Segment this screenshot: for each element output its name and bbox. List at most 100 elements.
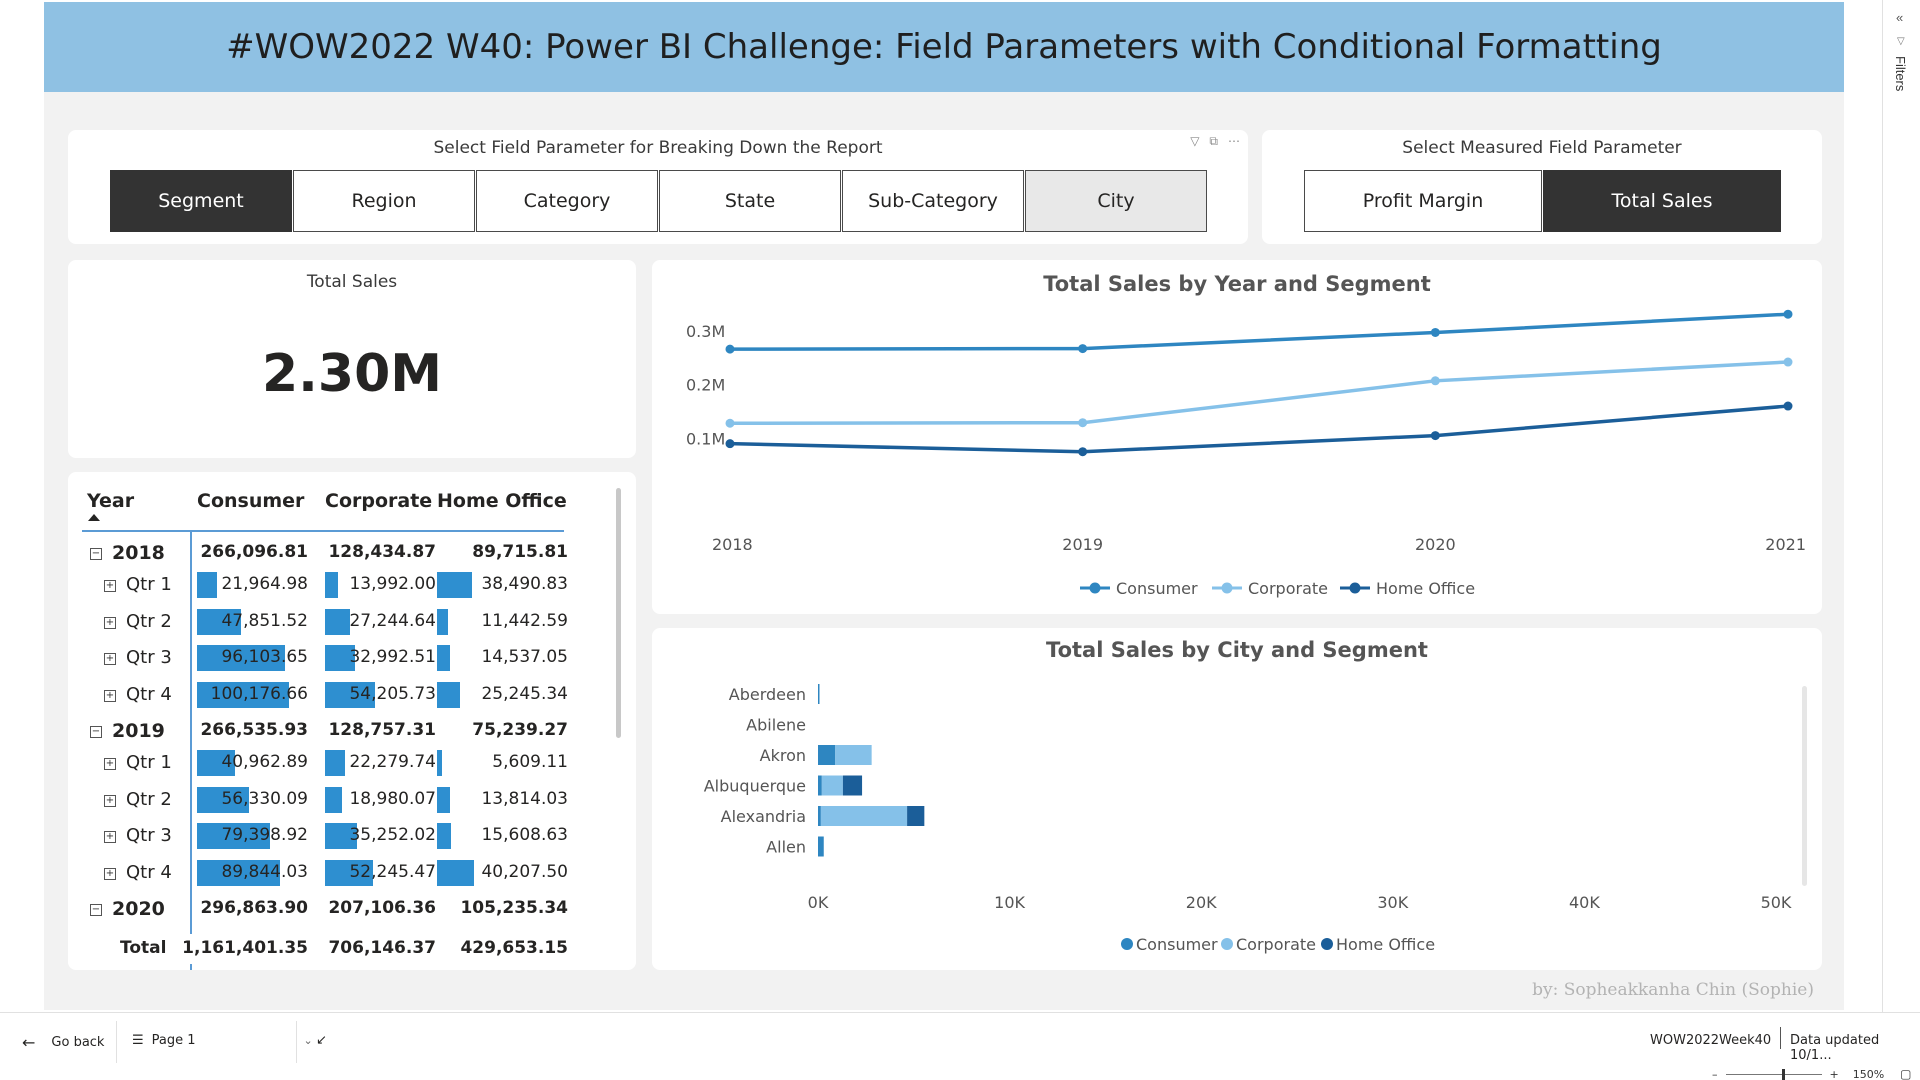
data-point-consumer[interactable] (1430, 327, 1440, 337)
page-selector[interactable]: ☰ Page 1 ⌄ (132, 1033, 313, 1048)
expand-icon[interactable]: + (104, 794, 116, 807)
more-options-icon[interactable]: ⋯ (1228, 134, 1240, 148)
bar-chart-card: Total Sales by City and Segment Aberdeen… (652, 628, 1822, 970)
data-bar (325, 859, 373, 886)
bar-segment-corporate[interactable] (821, 775, 843, 796)
go-back-button[interactable]: ← Go back (22, 1033, 104, 1052)
expand-icon[interactable]: + (104, 616, 116, 629)
matrix-header-consumer[interactable]: Consumer (197, 490, 305, 512)
expand-icon[interactable]: + (104, 689, 116, 702)
matrix-value: 207,106.36 (328, 898, 436, 918)
matrix-header-home-office[interactable]: Home Office (437, 490, 567, 512)
bar-segment-consumer[interactable] (818, 775, 822, 796)
data-point-home-office[interactable] (1078, 447, 1088, 457)
data-point-corporate[interactable] (1430, 376, 1440, 386)
bar-segment-consumer[interactable] (818, 836, 824, 857)
legend-label[interactable]: Consumer (1116, 579, 1198, 598)
bar-segment-home-office[interactable] (842, 775, 863, 796)
matrix-year-row: −2020 296,863.90 207,106.36 105,235.34 (68, 894, 636, 924)
zoom-out-button[interactable]: – (1712, 1067, 1718, 1080)
matrix-header-year[interactable]: Year (87, 490, 135, 512)
focus-mode-icon[interactable]: ⧉ (1209, 134, 1218, 148)
legend-label[interactable]: Corporate (1248, 579, 1328, 598)
slicer-option-sub-category[interactable]: Sub-Category (842, 170, 1024, 232)
data-point-consumer[interactable] (1078, 344, 1088, 354)
slicer-option-profit-margin[interactable]: Profit Margin (1304, 170, 1542, 232)
filters-pane[interactable]: « ▽ Filters (1882, 0, 1920, 1012)
expand-icon[interactable]: + (104, 758, 116, 770)
bar-segment-corporate[interactable] (835, 745, 872, 765)
data-point-corporate[interactable] (1783, 357, 1793, 367)
bar-chart: Aberdeen Abilene Akron Albuquerque Alexandri… (704, 684, 1792, 954)
fit-to-screen-icon[interactable]: ▢ (1900, 1067, 1912, 1080)
series-line-consumer[interactable] (729, 312, 1789, 351)
legend-label[interactable]: Consumer (1136, 935, 1218, 954)
matrix-value: 38,490.83 (481, 574, 568, 594)
breakdown-slicer-card: Select Field Parameter for Breaking Down… (68, 130, 1248, 244)
series-line-corporate[interactable] (729, 360, 1789, 425)
category-label: Alexandria (721, 807, 806, 826)
bar-segment-consumer[interactable] (818, 806, 821, 826)
collapse-icon[interactable]: − (90, 726, 102, 738)
expand-icon[interactable]: + (104, 580, 116, 592)
zoom-in-button[interactable]: + (1829, 1067, 1839, 1080)
slicer-option-total-sales[interactable]: Total Sales (1543, 170, 1781, 232)
slicer-option-category[interactable]: Category (476, 170, 658, 232)
series-line-home-office[interactable] (729, 404, 1789, 454)
matrix-total-value: 429,653.15 (460, 938, 568, 958)
filters-label[interactable]: Filters (1893, 56, 1908, 92)
filter-icon[interactable]: ▽ (1190, 134, 1200, 148)
matrix-value: 266,096.81 (200, 542, 308, 562)
matrix-value: 25,245.34 (481, 683, 568, 704)
x-tick-label: 0K (808, 893, 829, 912)
matrix-quarter-row: + Qtr 4 100,176.66 54,205.73 25,245.34 (68, 680, 636, 710)
slicer-option-segment[interactable]: Segment (110, 170, 292, 232)
expand-filters-icon[interactable]: « (1896, 10, 1904, 25)
data-point-home-office[interactable] (1783, 401, 1793, 411)
bar-segment-home-office[interactable] (907, 806, 925, 826)
matrix-value: 75,239.27 (472, 720, 568, 740)
data-point-corporate[interactable] (1078, 418, 1088, 428)
data-point-home-office[interactable] (725, 439, 735, 449)
expand-icon[interactable]: + (104, 653, 116, 665)
slicer-option-city[interactable]: City (1025, 170, 1207, 232)
collapse-icon[interactable]: − (90, 904, 102, 916)
expand-icon[interactable]: + (104, 831, 116, 843)
matrix-header-corporate[interactable]: Corporate (325, 490, 433, 512)
bar-chart-scrollbar[interactable] (1802, 686, 1807, 886)
sort-ascending-icon[interactable] (88, 514, 100, 521)
zoom-slider-handle[interactable] (1781, 1068, 1785, 1080)
legend-marker (1089, 582, 1101, 594)
data-bar (325, 572, 338, 598)
report-name: WOW2022Week40 (1650, 1033, 1772, 1048)
expand-icon[interactable]: + (104, 867, 116, 880)
data-point-home-office[interactable] (1430, 431, 1440, 441)
page-label: Page 1 (151, 1033, 196, 1048)
bar-segment-consumer[interactable] (818, 745, 836, 765)
fit-page-button[interactable]: ↙ (316, 1033, 327, 1048)
data-point-consumer[interactable] (1783, 309, 1793, 319)
legend-label[interactable]: Home Office (1336, 935, 1435, 954)
zoom-control[interactable]: – + 150% ▢ (1712, 1067, 1912, 1080)
zoom-slider[interactable] (1725, 1068, 1822, 1080)
legend-marker (1121, 938, 1133, 950)
collapse-icon[interactable]: − (90, 548, 102, 560)
data-bar (325, 823, 358, 849)
legend-label[interactable]: Corporate (1236, 935, 1316, 954)
slicer-option-state[interactable]: State (659, 170, 841, 232)
matrix-value: 79,398.92 (221, 825, 308, 845)
matrix-cell: 266,535.93 (197, 716, 308, 746)
legend-label[interactable]: Home Office (1376, 579, 1475, 598)
matrix-quarter-row: + Qtr 1 21,964.98 13,992.00 38,490.83 (68, 570, 636, 600)
matrix-cell: 25,245.34 (437, 680, 568, 710)
slicer-option-region[interactable]: Region (293, 170, 475, 232)
x-tick-label: 20K (1186, 893, 1217, 912)
footer-divider (296, 1021, 297, 1063)
data-point-consumer[interactable] (725, 344, 735, 354)
bar-segment-corporate[interactable] (820, 806, 908, 826)
matrix-scrollbar[interactable] (616, 488, 621, 738)
data-point-corporate[interactable] (725, 418, 735, 428)
matrix-value: 18,980.07 (349, 788, 436, 809)
bar-segment-consumer[interactable] (818, 684, 820, 704)
matrix-row-label: Qtr 1 (126, 752, 172, 773)
